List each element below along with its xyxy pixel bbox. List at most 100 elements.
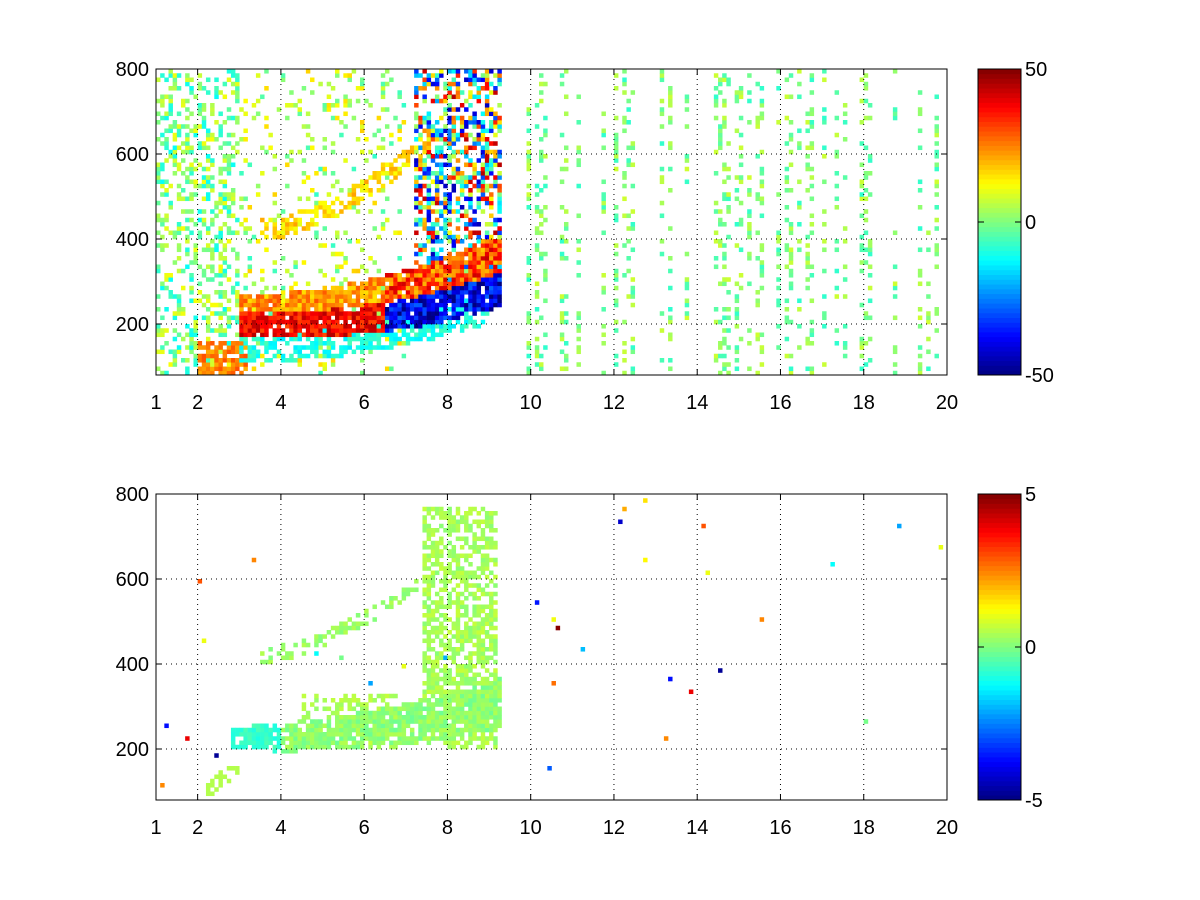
heatmap-cell bbox=[351, 290, 357, 295]
heatmap-cell bbox=[330, 740, 336, 746]
heatmap-cell bbox=[534, 124, 540, 129]
heatmap-cell bbox=[222, 222, 228, 227]
heatmap-cell bbox=[251, 336, 257, 342]
heatmap-cell bbox=[468, 651, 473, 656]
heatmap-cell bbox=[393, 744, 398, 750]
heatmap-cell bbox=[443, 277, 448, 282]
heatmap-cell bbox=[468, 120, 473, 125]
heatmap-cell bbox=[210, 370, 215, 375]
heatmap-cell bbox=[322, 103, 327, 108]
heatmap-cell bbox=[330, 171, 336, 176]
heatmap-cell bbox=[210, 362, 215, 367]
x-tick-label: 14 bbox=[686, 817, 708, 839]
heatmap-cell bbox=[713, 98, 719, 104]
heatmap-cell bbox=[326, 103, 332, 108]
heatmap-cell bbox=[759, 264, 765, 270]
heatmap-cell bbox=[468, 732, 473, 737]
heatmap-cell bbox=[842, 103, 848, 108]
heatmap-cell bbox=[526, 319, 531, 325]
heatmap-cell bbox=[301, 319, 307, 325]
heatmap-cell bbox=[493, 608, 498, 614]
heatmap-cell bbox=[480, 702, 486, 707]
heatmap-cell bbox=[493, 230, 498, 236]
heatmap-cell bbox=[484, 311, 490, 316]
heatmap-cell bbox=[310, 188, 315, 193]
heatmap-cell bbox=[318, 328, 323, 333]
heatmap-cell bbox=[409, 149, 415, 155]
heatmap-cell bbox=[305, 226, 311, 231]
heatmap-cell bbox=[468, 511, 473, 516]
heatmap-cell bbox=[247, 345, 253, 350]
heatmap-cell bbox=[305, 710, 311, 716]
heatmap-cell bbox=[251, 298, 257, 304]
heatmap-cell bbox=[468, 234, 473, 240]
heatmap-cell bbox=[484, 247, 490, 253]
heatmap-cell bbox=[443, 570, 448, 576]
heatmap-cell bbox=[322, 166, 327, 172]
heatmap-cell bbox=[447, 217, 452, 223]
heatmap-cell bbox=[447, 698, 452, 703]
heatmap-cell bbox=[176, 268, 182, 274]
heatmap-cell bbox=[243, 324, 248, 329]
heatmap-cell bbox=[455, 311, 461, 316]
heatmap-cell bbox=[376, 727, 382, 733]
heatmap-cell bbox=[418, 217, 423, 223]
heatmap-cell bbox=[493, 583, 498, 588]
heatmap-cell bbox=[251, 349, 257, 355]
colorbar-segment bbox=[978, 723, 1021, 729]
heatmap-cell bbox=[863, 73, 869, 78]
heatmap-cell bbox=[418, 719, 423, 724]
heatmap-cell bbox=[472, 247, 477, 253]
heatmap-cell bbox=[272, 222, 278, 227]
heatmap-cell bbox=[297, 740, 303, 746]
heatmap-cell bbox=[318, 732, 323, 737]
heatmap-cell bbox=[443, 311, 448, 316]
heatmap-cell bbox=[335, 723, 340, 729]
heatmap-cell bbox=[526, 205, 531, 210]
heatmap-cell bbox=[447, 642, 452, 648]
heatmap-cell bbox=[384, 736, 390, 741]
heatmap-cell bbox=[226, 349, 232, 355]
heatmap-cell bbox=[439, 319, 444, 325]
heatmap-cell bbox=[484, 103, 490, 108]
colorbar-segment bbox=[978, 288, 1021, 295]
heatmap-cell bbox=[222, 179, 228, 185]
heatmap-cell bbox=[539, 158, 544, 163]
heatmap-cell bbox=[347, 315, 352, 321]
heatmap-cell bbox=[226, 205, 232, 210]
heatmap-cell bbox=[264, 315, 269, 321]
heatmap-cell bbox=[630, 226, 636, 231]
heatmap-cell bbox=[380, 222, 386, 227]
heatmap-cell bbox=[201, 302, 207, 308]
heatmap-cell bbox=[339, 349, 344, 355]
heatmap-cell bbox=[559, 349, 565, 355]
heatmap-cell bbox=[322, 744, 327, 750]
heatmap-cell bbox=[318, 200, 323, 206]
heatmap-cell bbox=[401, 281, 407, 287]
heatmap-cell bbox=[455, 319, 461, 325]
heatmap-cell bbox=[376, 298, 382, 304]
heatmap-cell bbox=[809, 264, 815, 270]
heatmap-cell bbox=[239, 332, 244, 338]
heatmap-cell bbox=[484, 137, 490, 142]
heatmap-cell bbox=[255, 744, 261, 750]
heatmap-cell bbox=[434, 617, 440, 622]
heatmap-cell bbox=[409, 277, 415, 282]
heatmap-cell bbox=[318, 723, 323, 729]
heatmap-cell bbox=[443, 706, 448, 712]
heatmap-cell bbox=[809, 328, 815, 333]
heatmap-cell bbox=[376, 740, 382, 746]
heatmap-cell bbox=[809, 298, 815, 304]
heatmap-cell bbox=[405, 307, 411, 312]
heatmap-cell bbox=[422, 566, 427, 571]
heatmap-cell bbox=[168, 277, 173, 282]
heatmap-cell bbox=[489, 655, 494, 661]
heatmap-cell bbox=[443, 689, 448, 695]
heatmap-cell bbox=[447, 319, 452, 325]
heatmap-cell bbox=[193, 222, 198, 227]
heatmap-cell bbox=[405, 723, 411, 729]
heatmap-cell bbox=[447, 268, 452, 274]
heatmap-cell bbox=[272, 328, 278, 333]
heatmap-cell bbox=[867, 285, 873, 291]
heatmap-cell bbox=[834, 115, 840, 121]
